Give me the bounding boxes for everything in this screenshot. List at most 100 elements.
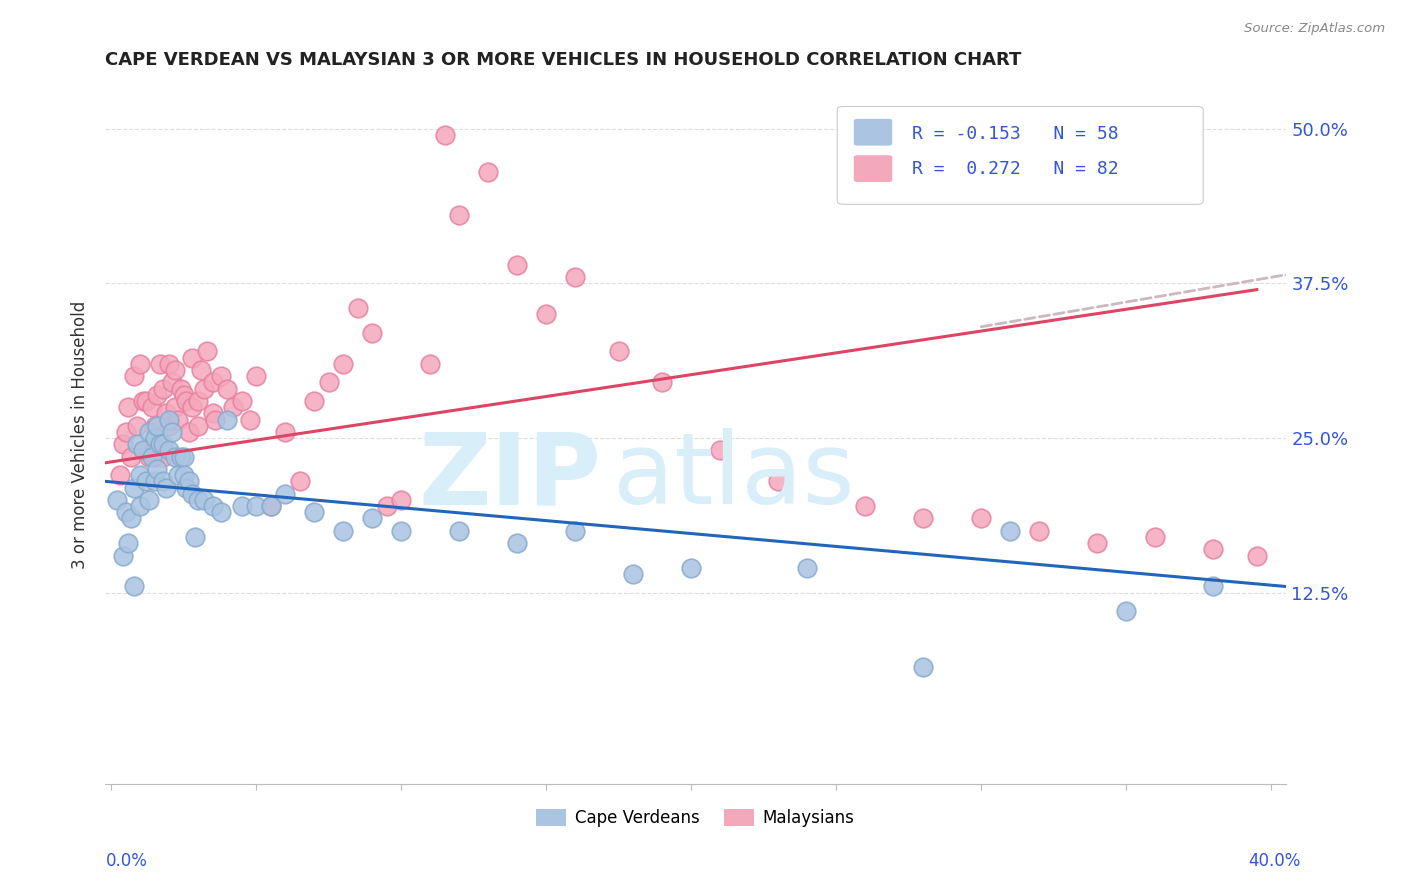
Point [138,425,160,439]
Point [117,400,139,414]
Point [449,524,471,538]
Point [361,326,384,340]
Point [173,468,195,483]
Point [176,481,198,495]
Point [1289,561,1312,575]
Point [157,418,180,433]
Text: R =  0.272   N = 82: R = 0.272 N = 82 [911,161,1118,178]
FancyBboxPatch shape [853,155,893,182]
Point [564,524,586,538]
Point [259,499,281,513]
Point [122,369,145,384]
Y-axis label: 3 or more Vehicles in Household: 3 or more Vehicles in Household [72,301,89,569]
Point [143,475,166,489]
Point [302,393,325,408]
Point [179,475,201,489]
Point [796,561,818,575]
Point [138,492,160,507]
Point [173,450,195,464]
Point [163,450,186,464]
Point [187,393,209,408]
Point [122,580,145,594]
Point [157,357,180,371]
Point [709,443,731,458]
Point [259,499,281,513]
Point [143,431,166,445]
Point [239,412,262,426]
Point [1361,574,1384,588]
Point [179,425,201,439]
FancyBboxPatch shape [853,119,893,145]
Point [176,393,198,408]
Point [127,418,149,433]
Point [506,258,529,272]
Point [146,437,169,451]
Point [184,530,207,544]
Text: Source: ZipAtlas.com: Source: ZipAtlas.com [1244,22,1385,36]
Point [288,475,311,489]
Point [120,511,142,525]
Legend: Cape Verdeans, Malaysians: Cape Verdeans, Malaysians [530,802,862,833]
Point [970,511,993,525]
Point [143,450,166,464]
Point [135,443,157,458]
Point [621,567,644,582]
Point [132,393,155,408]
Point [245,369,267,384]
Point [853,499,876,513]
Point [193,492,215,507]
Point [215,412,238,426]
Point [117,536,139,550]
Point [506,536,529,550]
Point [389,492,412,507]
Text: atlas: atlas [613,428,855,525]
Point [160,376,183,390]
Point [651,376,673,390]
Point [105,492,128,507]
Point [152,450,174,464]
Point [1202,580,1225,594]
Point [187,492,209,507]
Point [274,425,297,439]
Point [187,418,209,433]
Point [1144,530,1167,544]
Point [375,499,398,513]
Point [135,475,157,489]
Point [534,307,557,321]
Point [181,400,204,414]
Point [389,524,412,538]
Point [149,437,172,451]
Point [681,561,703,575]
Point [215,382,238,396]
Point [1000,524,1022,538]
Point [152,475,174,489]
Point [141,450,163,464]
Point [141,400,163,414]
Point [1319,567,1341,582]
Point [166,412,188,426]
Point [169,450,191,464]
Point [231,499,253,513]
Point [274,486,297,500]
Point [152,437,174,451]
Point [160,425,183,439]
Point [564,270,586,285]
Point [449,208,471,222]
Point [195,344,218,359]
Point [157,412,180,426]
Point [201,376,224,390]
Point [318,376,340,390]
Point [120,450,142,464]
Point [181,351,204,365]
Point [146,462,169,476]
Point [1115,604,1137,618]
Text: 40.0%: 40.0% [1249,852,1301,870]
Point [169,382,191,396]
Point [222,400,245,414]
Text: R = -0.153   N = 58: R = -0.153 N = 58 [911,126,1118,144]
Point [302,505,325,519]
Text: CAPE VERDEAN VS MALAYSIAN 3 OR MORE VEHICLES IN HOUSEHOLD CORRELATION CHART: CAPE VERDEAN VS MALAYSIAN 3 OR MORE VEHI… [105,51,1022,69]
Point [332,357,354,371]
Point [419,357,441,371]
Point [143,418,166,433]
